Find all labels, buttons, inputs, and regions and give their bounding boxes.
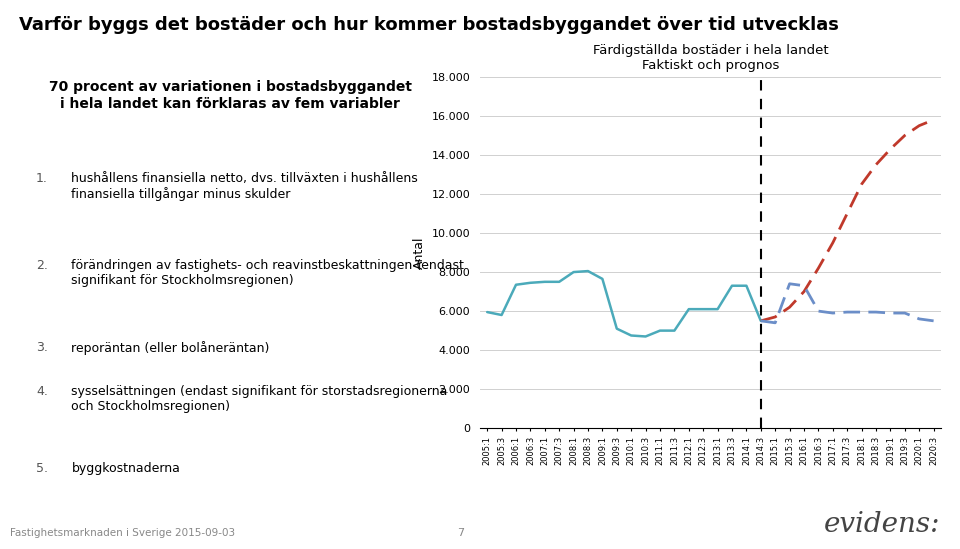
Text: reporäntan (eller bolåneräntan): reporäntan (eller bolåneräntan) — [71, 341, 270, 355]
Title: Färdigställda bostäder i hela landet
Faktiskt och prognos: Färdigställda bostäder i hela landet Fak… — [592, 43, 828, 71]
Text: sysselsättningen (endast signifikant för storstadsregionerna
och Stockholmsregio: sysselsättningen (endast signifikant för… — [71, 385, 447, 413]
Text: 3.: 3. — [36, 341, 48, 354]
Text: 70 procent av variationen i bostadsbyggandet
i hela landet kan förklaras av fem : 70 procent av variationen i bostadsbygga… — [49, 80, 412, 110]
Text: 7: 7 — [457, 528, 465, 538]
Text: byggkostnaderna: byggkostnaderna — [71, 462, 180, 475]
Text: Varför byggs det bostäder och hur kommer bostadsbyggandet över tid utvecklas: Varför byggs det bostäder och hur kommer… — [19, 16, 839, 35]
Text: 5.: 5. — [36, 462, 48, 475]
Text: 4.: 4. — [36, 385, 48, 397]
Text: 1.: 1. — [36, 172, 48, 185]
Text: Fastighetsmarknaden i Sverige 2015-09-03: Fastighetsmarknaden i Sverige 2015-09-03 — [10, 528, 235, 538]
Text: evidens:: evidens: — [825, 511, 941, 538]
Text: hushållens finansiella netto, dvs. tillväxten i hushållens
finansiella tillgånga: hushållens finansiella netto, dvs. tillv… — [71, 172, 419, 201]
Y-axis label: Antal: Antal — [413, 236, 426, 269]
Text: 2.: 2. — [36, 259, 48, 272]
Text: förändringen av fastighets- och reavinstbeskattningen (endast
signifikant för St: förändringen av fastighets- och reavinst… — [71, 259, 465, 287]
